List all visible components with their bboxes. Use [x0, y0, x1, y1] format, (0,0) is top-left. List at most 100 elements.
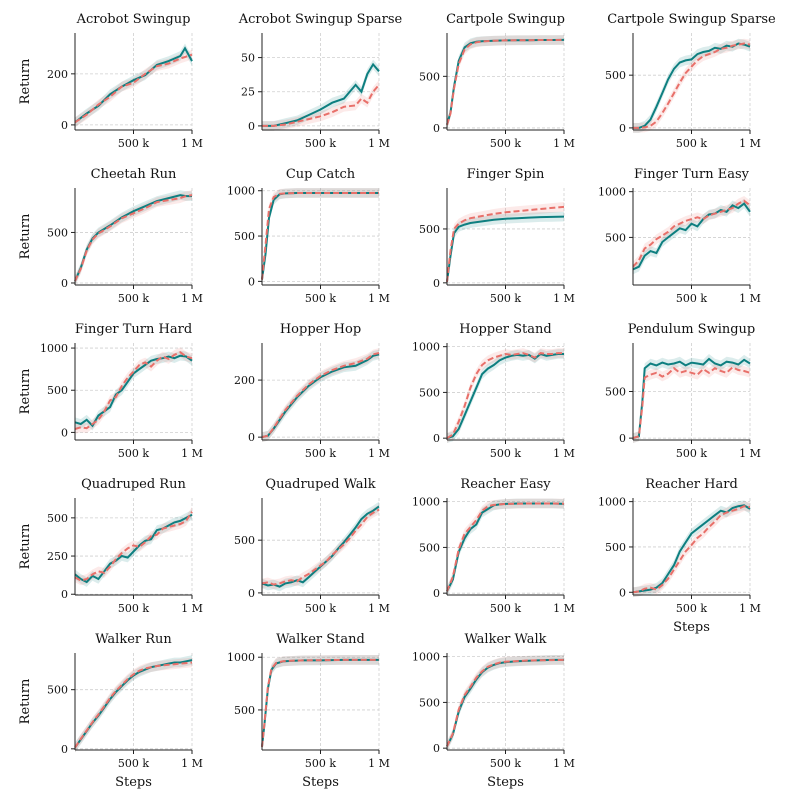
subplot-title: Walker Walk — [464, 632, 546, 647]
line-series_b — [74, 511, 193, 582]
band-series_a — [447, 211, 564, 287]
x-tick-label: 1 M — [368, 137, 390, 150]
line-series_b — [632, 505, 751, 594]
y-tick-label: 500 — [47, 384, 68, 397]
subplot-acrobot-swingup: 0 200 500 k 1 M Acrobot Swingup Return — [18, 12, 203, 150]
x-tick-label: 500 k — [490, 292, 521, 305]
y-tick-label: 1000 — [598, 186, 626, 199]
subplot-hopper-stand: 0 500 1000 500 k 1 M Hopper Stand — [412, 322, 575, 460]
subplot-title: Finger Spin — [467, 167, 545, 182]
x-tick-label: 500 k — [490, 602, 521, 615]
y-axis-label: Return — [18, 213, 33, 259]
subplot-title: Cup Catch — [286, 167, 356, 182]
x-tick-label: 1 M — [368, 602, 390, 615]
subplot-cartpole-swingup-sparse: 0 500 500 k 1 M Cartpole Swingup Sparse — [605, 12, 776, 150]
line-series_b — [632, 366, 751, 440]
band-series_b — [633, 501, 750, 598]
line-series_b — [446, 502, 565, 592]
y-tick-label: 500 — [419, 223, 440, 236]
subplot-title: Cartpole Swingup — [446, 12, 565, 27]
subplot-title: Cheetah Run — [91, 167, 177, 182]
subplot-cup-catch: 0 500 1000 500 k 1 M Cup Catch — [227, 167, 390, 305]
y-tick-label: 0 — [248, 587, 255, 600]
y-tick-label: 0 — [433, 432, 440, 445]
y-tick-label: 25 — [241, 86, 255, 99]
subplot-title: Walker Stand — [276, 632, 365, 647]
x-tick-label: 500 k — [305, 292, 336, 305]
subplot-title: Hopper Hop — [280, 322, 361, 337]
line-series_b — [632, 199, 751, 268]
subplot-title: Walker Run — [95, 632, 172, 647]
y-tick-label: 0 — [61, 588, 68, 601]
y-tick-label: 0 — [619, 122, 626, 135]
subplot-title: Reacher Hard — [645, 477, 738, 492]
line-series_b — [633, 42, 751, 129]
y-tick-label: 500 — [605, 541, 626, 554]
line-series_b — [446, 38, 565, 126]
subplot-reacher-easy: 0 500 1000 500 k 1 M Reacher Easy — [412, 477, 575, 615]
subplot-quadruped-run: 0 250 500 500 k 1 M Quadruped Run Return — [18, 477, 203, 615]
line-series_a — [632, 357, 751, 440]
band-series_b — [75, 49, 192, 128]
subplot-title: Quadruped Walk — [265, 477, 375, 492]
y-tick-label: 0 — [619, 586, 626, 599]
line-series_b — [261, 192, 379, 280]
x-axis-label: Steps — [487, 775, 524, 790]
y-axis-label: Return — [18, 368, 33, 414]
x-tick-label: 500 k — [490, 757, 521, 770]
line-series_a — [262, 62, 380, 127]
x-tick-label: 500 k — [118, 137, 149, 150]
subplot-pendulum-swingup: 0 500 500 k 1 M Pendulum Swingup — [605, 322, 761, 460]
line-series_b — [446, 352, 564, 440]
y-tick-label: 0 — [61, 743, 68, 756]
y-tick-label: 500 — [419, 541, 440, 554]
x-tick-label: 1 M — [181, 137, 203, 150]
y-tick-label: 500 — [605, 231, 626, 244]
subplot-walker-stand: 500 1000 500 k 1 M Walker Stand Steps — [227, 632, 390, 790]
y-tick-label: 500 — [234, 704, 255, 717]
line-series_a — [261, 353, 380, 439]
line-series_a — [446, 215, 565, 282]
y-tick-label: 200 — [47, 68, 68, 81]
subplot-cheetah-run: 0 500 500 k 1 M Cheetah Run Return — [18, 167, 203, 305]
x-tick-label: 500 k — [305, 137, 336, 150]
y-tick-label: 500 — [419, 70, 440, 83]
band-series_a — [262, 59, 379, 131]
x-tick-label: 500 k — [118, 757, 149, 770]
y-tick-label: 500 — [234, 534, 255, 547]
y-tick-label: 0 — [433, 587, 440, 600]
band-series_a — [75, 43, 192, 128]
band-series_a — [447, 35, 564, 130]
y-tick-label: 500 — [605, 69, 626, 82]
subplot-title: Pendulum Swingup — [628, 322, 756, 337]
x-axis-label: Steps — [302, 775, 339, 790]
subplot-walker-run: 0 500 500 k 1 M Walker Run Return Steps — [18, 632, 203, 790]
band-series_b — [75, 190, 192, 286]
y-axis-label: Return — [18, 58, 33, 104]
subplot-reacher-hard: 0 500 1000 500 k 1 M Reacher Hard Steps — [598, 477, 761, 635]
x-axis-label: Steps — [115, 775, 152, 790]
band-series_b — [447, 35, 564, 130]
line-series_a — [74, 513, 193, 584]
y-tick-label: 500 — [605, 386, 626, 399]
line-series_b — [446, 205, 565, 282]
x-tick-label: 500 k — [118, 292, 149, 305]
subplot-cartpole-swingup: 0 500 500 k 1 M Cartpole Swingup — [419, 12, 575, 150]
y-tick-label: 50 — [241, 52, 255, 65]
x-tick-label: 500 k — [676, 137, 707, 150]
x-tick-label: 1 M — [553, 757, 575, 770]
x-tick-label: 1 M — [739, 137, 761, 150]
y-tick-label: 1000 — [412, 496, 440, 509]
band-series_b — [633, 196, 750, 272]
y-tick-label: 1000 — [598, 496, 626, 509]
y-tick-label: 500 — [47, 226, 68, 239]
x-tick-label: 500 k — [118, 602, 149, 615]
subplot-title: Quadruped Run — [81, 477, 186, 492]
y-tick-label: 0 — [619, 432, 626, 445]
subplot-title: Reacher Easy — [460, 477, 551, 492]
x-tick-label: 1 M — [553, 447, 575, 460]
subplot-finger-turn-easy: 500 1000 500 k 1 M Finger Turn Easy — [598, 167, 761, 305]
band-series_a — [447, 349, 564, 443]
subplot-acrobot-swingup-sparse: 0 25 50 500 k 1 M Acrobot Swingup Sparse — [238, 12, 403, 150]
y-tick-label: 0 — [61, 277, 68, 290]
